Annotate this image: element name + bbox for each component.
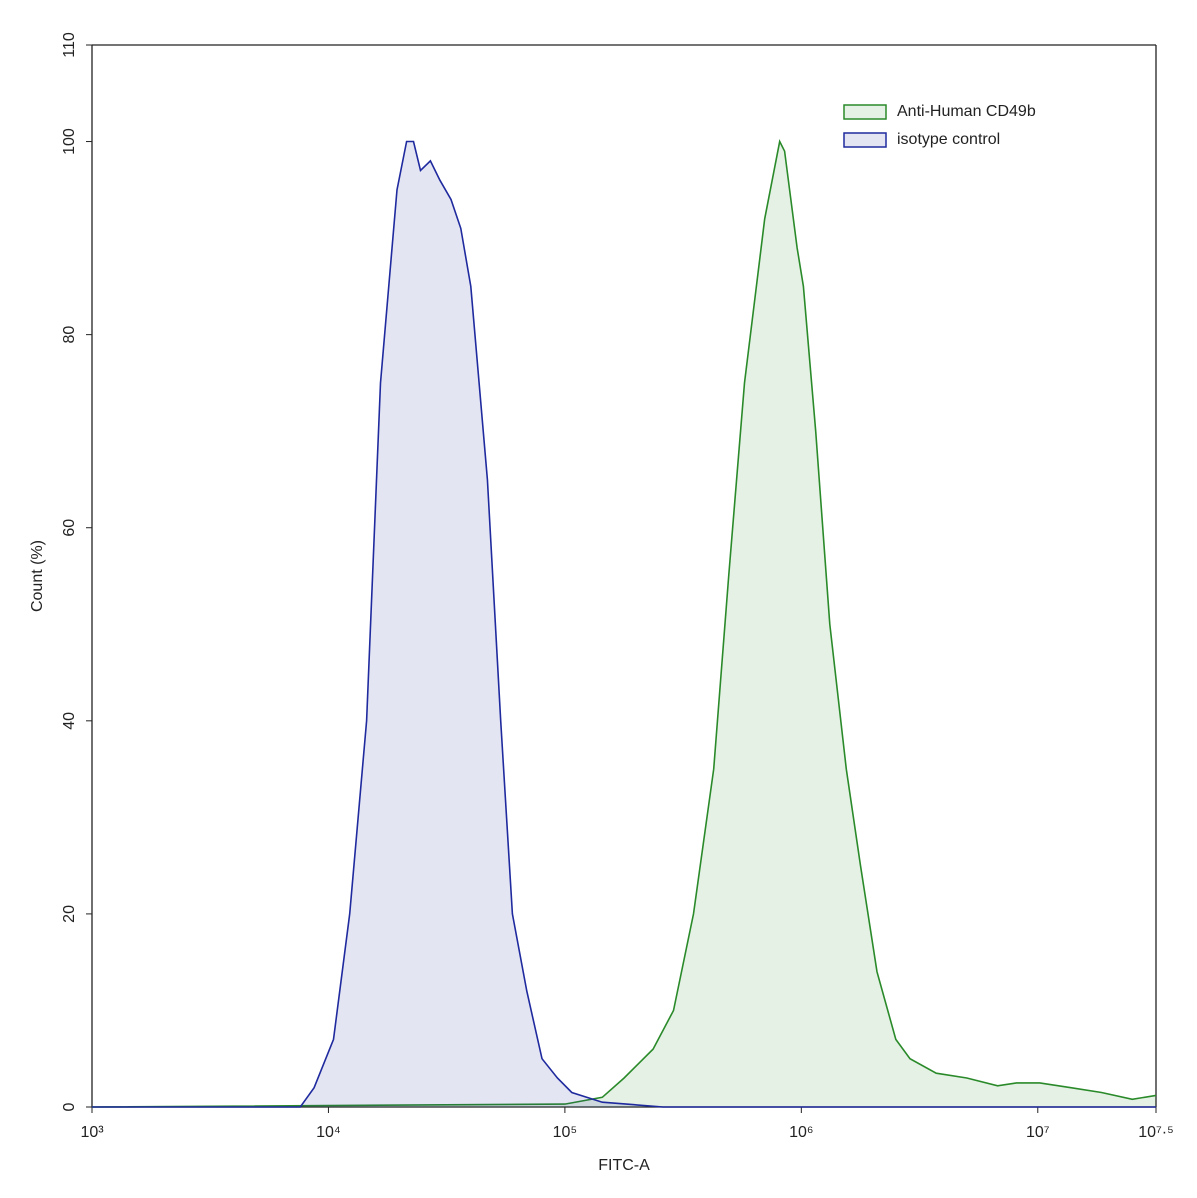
y-tick-label: 100 — [61, 128, 78, 155]
legend-swatch — [843, 132, 887, 148]
y-tick-label: 40 — [61, 712, 78, 730]
x-tick-label: 10³ — [80, 1124, 104, 1141]
x-tick-label: 10⁷ — [1026, 1124, 1050, 1141]
x-tick-label: 10⁵ — [553, 1124, 577, 1141]
legend-label: Anti-Human CD49b — [897, 103, 1036, 120]
legend-swatch — [843, 104, 887, 120]
x-axis-label: FITC-A — [598, 1157, 650, 1174]
series-area — [92, 141, 1156, 1107]
y-tick-label: 80 — [61, 326, 78, 344]
x-tick-label: 10⁴ — [316, 1124, 341, 1141]
series-line — [92, 140, 1156, 1108]
x-tick-label: 10⁶ — [789, 1124, 813, 1141]
series-area — [92, 141, 1156, 1107]
y-axis-label: Count (%) — [29, 540, 46, 612]
y-tick-label: 0 — [61, 1102, 78, 1111]
y-tick-label: 110 — [61, 32, 78, 58]
y-tick-label: 60 — [61, 519, 78, 537]
legend-label: isotype control — [897, 131, 1000, 148]
x-tick-label: 10⁷·⁵ — [1138, 1124, 1174, 1141]
series-line — [91, 139, 1157, 1108]
y-tick-label: 20 — [61, 905, 78, 923]
